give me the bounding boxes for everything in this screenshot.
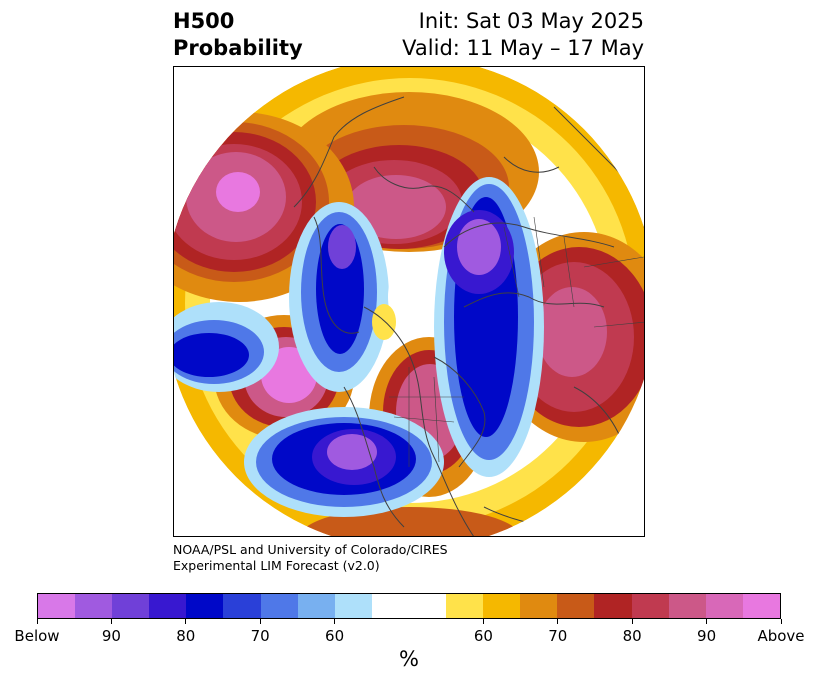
colorbar-tick-label: 80 <box>622 627 642 645</box>
colorbar <box>37 593 781 619</box>
title-quantity: Probability <box>173 36 303 60</box>
colorbar-tick-label: Above <box>757 627 805 645</box>
colorbar-tick <box>36 619 38 624</box>
colorbar-swatch <box>112 594 150 618</box>
colorbar-tick <box>706 619 708 624</box>
below-anomaly-east <box>434 177 544 477</box>
colorbar-tick-label: 80 <box>176 627 196 645</box>
map-title: H500 Probability <box>173 8 303 62</box>
credit-text: NOAA/PSL and University of Colorado/CIRE… <box>173 542 448 574</box>
init-date: Init: Sat 03 May 2025 <box>418 9 644 33</box>
weak-above-pocket <box>372 304 396 340</box>
colorbar-tick-label: Below <box>14 627 60 645</box>
colorbar-tick-label: 70 <box>250 627 270 645</box>
colorbar-tick-label: 70 <box>548 627 568 645</box>
probability-field <box>174 67 644 536</box>
colorbar-tick <box>110 619 112 624</box>
colorbar-swatch <box>668 594 706 618</box>
colorbar-swatch <box>446 594 484 618</box>
colorbar-swatch <box>334 594 372 618</box>
colorbar-swatch <box>705 594 743 618</box>
colorbar-tick <box>185 619 187 624</box>
colorbar-swatch <box>186 594 224 618</box>
colorbar-swatch <box>594 594 632 618</box>
below-anomaly-west <box>289 202 389 392</box>
below-anomaly-south <box>244 407 444 517</box>
colorbar-swatch <box>742 594 780 618</box>
below-anomaly-southwest <box>174 302 279 392</box>
colorbar-tick-label: 90 <box>101 627 121 645</box>
colorbar-swatch <box>149 594 187 618</box>
neutral-pocket <box>388 259 432 335</box>
colorbar-tick <box>557 619 559 624</box>
credit-line-1: NOAA/PSL and University of Colorado/CIRE… <box>173 542 448 557</box>
colorbar-swatch <box>631 594 669 618</box>
political-borders <box>389 216 644 467</box>
colorbar-swatch <box>38 594 76 618</box>
credit-line-2: Experimental LIM Forecast (v2.0) <box>173 558 380 573</box>
valid-range: Valid: 11 May – 17 May <box>402 36 644 60</box>
colorbar-swatch <box>260 594 298 618</box>
colorbar-unit: % <box>399 647 419 671</box>
colorbar-tick-label: 90 <box>697 627 717 645</box>
title-variable: H500 <box>173 9 235 33</box>
colorbar-swatch <box>557 594 595 618</box>
colorbar-tick <box>631 619 633 624</box>
colorbar-swatch <box>75 594 113 618</box>
colorbar-tick <box>334 619 336 624</box>
polar-map <box>173 66 645 537</box>
forecast-dates: Init: Sat 03 May 2025 Valid: 11 May – 17… <box>402 8 644 62</box>
colorbar-tick <box>482 619 484 624</box>
colorbar-tick-label: 60 <box>473 627 493 645</box>
colorbar-swatch <box>223 594 261 618</box>
colorbar-tick-label: 60 <box>325 627 345 645</box>
colorbar-swatch <box>297 594 335 618</box>
colorbar-swatch <box>371 594 409 618</box>
colorbar-tick <box>780 619 782 624</box>
colorbar-swatch <box>483 594 521 618</box>
colorbar-swatch <box>408 594 447 618</box>
colorbar-swatch <box>520 594 558 618</box>
colorbar-tick <box>259 619 261 624</box>
